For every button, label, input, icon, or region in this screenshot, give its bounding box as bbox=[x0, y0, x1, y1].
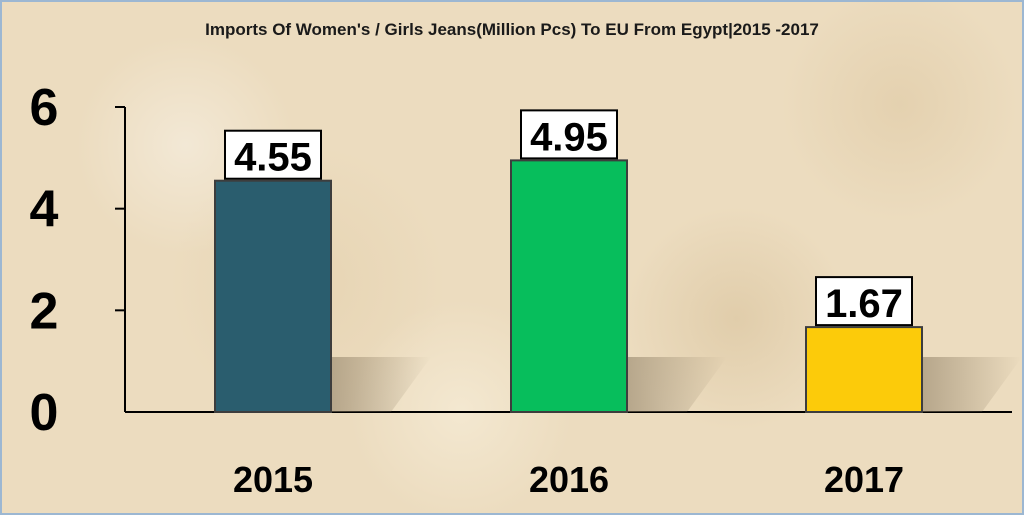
data-label: 1.67 bbox=[825, 282, 903, 326]
data-label-box bbox=[224, 129, 322, 180]
x-category-label: 2017 bbox=[824, 459, 904, 500]
bar bbox=[510, 159, 628, 413]
y-tick-label: 2 bbox=[30, 282, 59, 340]
y-tick-label: 4 bbox=[30, 181, 59, 239]
data-label: 4.95 bbox=[530, 115, 608, 159]
bar-shadow bbox=[331, 357, 431, 412]
bar bbox=[214, 179, 332, 413]
bar-shadow bbox=[627, 357, 727, 412]
bar-shadow bbox=[922, 357, 1022, 412]
x-category-label: 2015 bbox=[233, 459, 313, 500]
y-tick-label: 6 bbox=[30, 79, 59, 137]
chart-title: Imports Of Women's / Girls Jeans(Million… bbox=[205, 20, 819, 39]
data-label-box bbox=[520, 109, 618, 160]
data-label: 4.55 bbox=[234, 136, 312, 180]
y-tick-label: 0 bbox=[30, 384, 59, 442]
bar bbox=[805, 326, 923, 414]
data-label-box bbox=[815, 276, 913, 327]
x-category-label: 2016 bbox=[529, 459, 609, 500]
